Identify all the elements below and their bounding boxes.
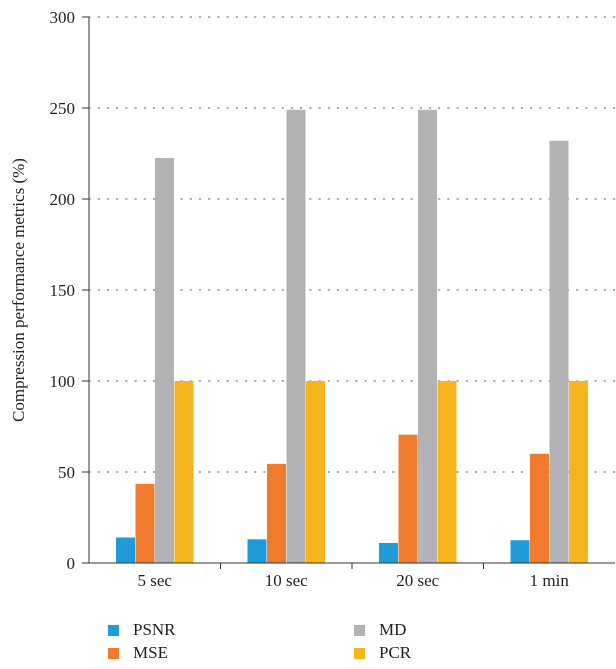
bar-pcr	[174, 381, 194, 563]
bars	[116, 109, 588, 564]
y-tick-label: 300	[50, 8, 76, 27]
bar-psnr	[510, 540, 530, 563]
bar-pcr	[569, 381, 588, 563]
bar-md	[155, 158, 174, 564]
bar-psnr	[379, 542, 398, 563]
y-tick-label: 100	[50, 372, 76, 391]
y-tick-label: 150	[50, 281, 76, 300]
y-tick-label: 0	[67, 554, 76, 573]
axes	[82, 16, 615, 569]
x-tick-label: 10 sec	[265, 571, 308, 590]
bar-mse	[135, 483, 155, 563]
bar-md	[418, 109, 437, 563]
y-tick-label: 50	[58, 463, 75, 482]
bar-pcr	[306, 381, 325, 563]
x-tick-label: 20 sec	[396, 571, 439, 590]
bar-md	[549, 140, 569, 563]
y-tick-label: 200	[50, 190, 76, 209]
bar-mse	[530, 453, 549, 563]
bar-psnr	[116, 537, 135, 563]
bar-psnr	[247, 539, 267, 563]
y-axis-label: Compression performance metrics (%)	[9, 158, 28, 422]
bar-mse	[267, 463, 286, 563]
bar-md	[286, 109, 306, 563]
x-tick-label: 5 sec	[138, 571, 173, 590]
x-tick-label: 1 min	[530, 571, 570, 590]
tick-labels: 0 50 100 150 200 250 300 5 sec 10 sec 20 sec 1 min	[50, 8, 570, 590]
y-tick-label: 250	[50, 99, 76, 118]
bar-pcr	[437, 381, 457, 563]
bar-mse	[398, 434, 418, 563]
